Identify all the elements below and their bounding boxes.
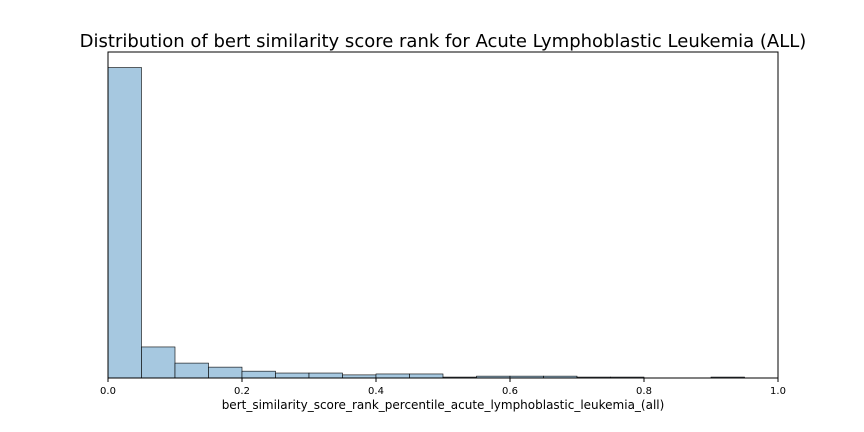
histogram-bar-3 [208, 366, 243, 379]
histogram-bar-8 [375, 373, 410, 379]
plot-area-frame [107, 51, 779, 379]
chart-title: Distribution of bert similarity score ra… [80, 31, 807, 52]
x-tick-label-5: 1.0 [770, 386, 786, 397]
x-tick-label-4: 0.8 [636, 386, 652, 397]
x-axis-ticks: 0.0 0.2 0.4 0.6 0.8 1.0 [100, 378, 786, 397]
histogram-bar-4 [241, 370, 276, 379]
histogram-bar-1 [141, 346, 176, 379]
x-axis-label: bert_similarity_score_rank_percentile_ac… [222, 398, 665, 412]
x-tick-label-0: 0.0 [100, 386, 116, 397]
x-tick-label-2: 0.4 [368, 386, 384, 397]
histogram-bar-0 [107, 67, 142, 379]
bars-group [107, 67, 745, 379]
histogram-bar-6 [308, 372, 343, 379]
x-tick-label-3: 0.6 [502, 386, 518, 397]
histogram-bar-2 [174, 362, 209, 379]
x-tick-label-1: 0.2 [234, 386, 250, 397]
histogram-bar-5 [275, 372, 310, 379]
histogram-bar-9 [409, 373, 444, 379]
